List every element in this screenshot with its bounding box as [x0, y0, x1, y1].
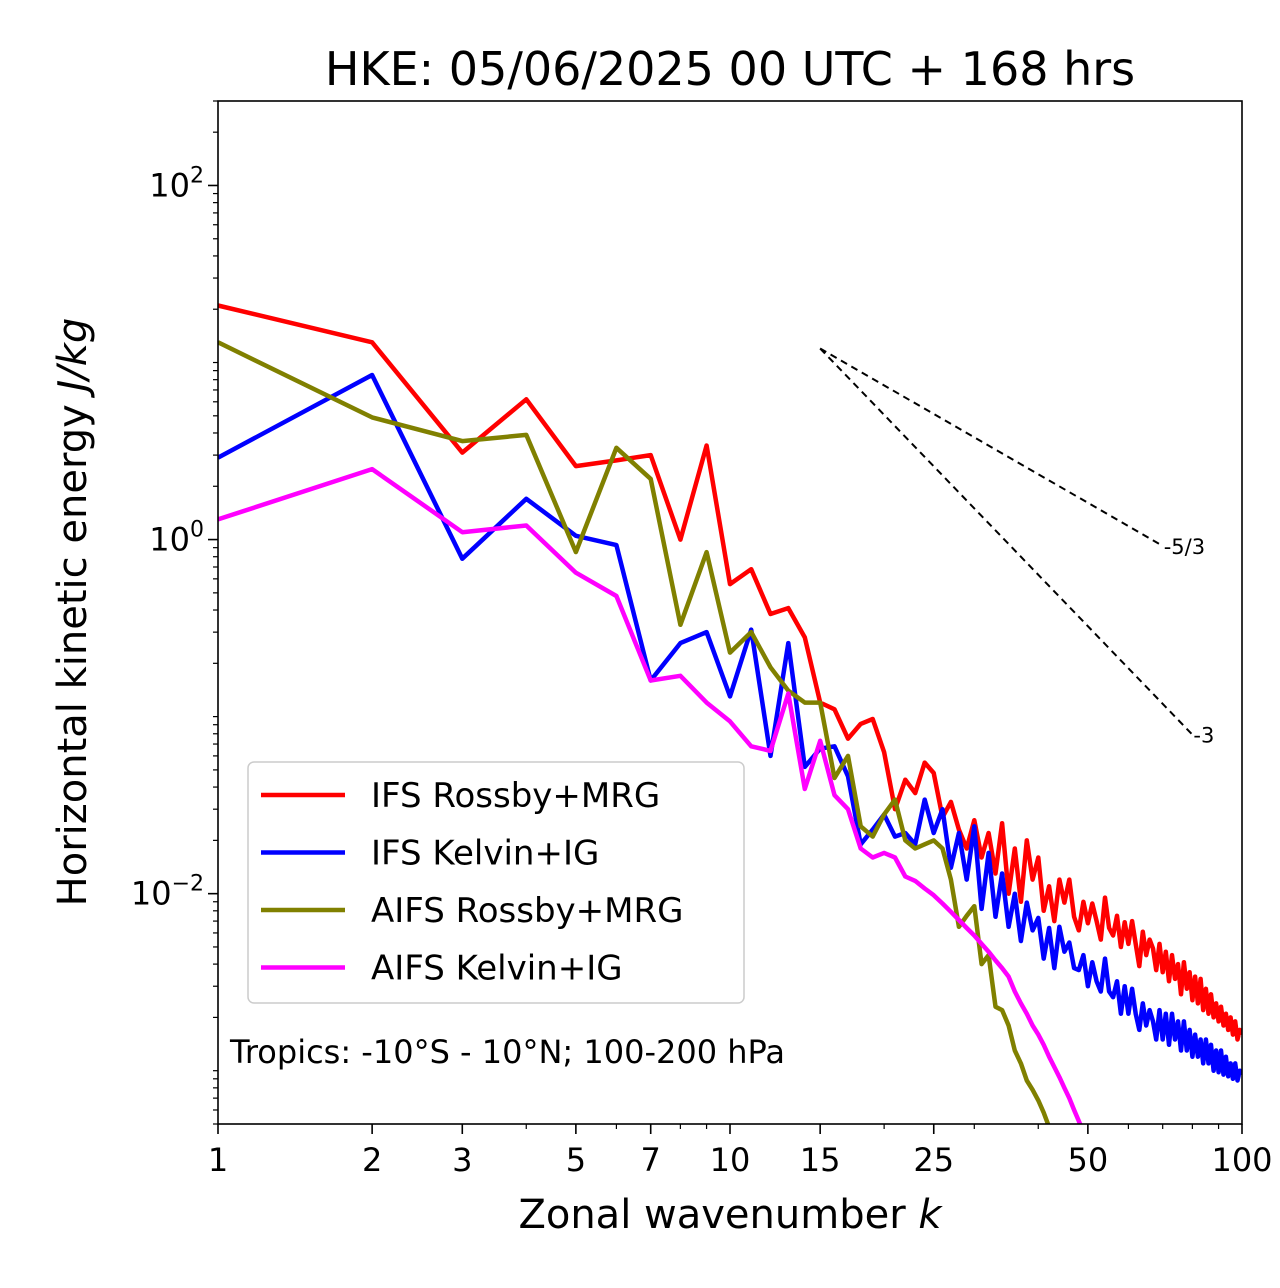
- slope-label-2: -3: [1193, 724, 1214, 748]
- series-line-4: [218, 466, 1083, 1124]
- x-axis-label-variable: k: [918, 1192, 943, 1238]
- x-tick-label: 25: [913, 1141, 954, 1179]
- series-line-1: [218, 303, 1242, 1042]
- chart-title: HKE: 05/06/2025 00 UTC + 168 hrs: [325, 42, 1135, 96]
- x-tick-label: 50: [1068, 1141, 1109, 1179]
- series-line-2: [218, 372, 1242, 1083]
- y-tick-label: 100: [149, 518, 204, 559]
- x-tick-label: 2: [362, 1141, 382, 1179]
- series-layer: [218, 303, 1242, 1124]
- slope-label-1: -5/3: [1164, 535, 1205, 559]
- slope-reference-lines: -5/3 -3: [819, 347, 1214, 748]
- y-axis-label-unit: J/kg: [50, 318, 96, 399]
- region-annotation: Tropics: -10°S - 10°N; 100-200 hPa: [229, 1033, 785, 1071]
- legend-label-2: IFS Kelvin+IG: [371, 834, 599, 874]
- x-tick-label: 15: [800, 1141, 841, 1179]
- x-tick-label: 1: [208, 1141, 228, 1179]
- legend-label-1: IFS Rossby+MRG: [371, 776, 660, 816]
- series-line-3: [218, 340, 1051, 1124]
- axis-ticks: 1 2 3 5 7 10 15 25 50 100 10−2 100 102: [131, 100, 1273, 1179]
- x-tick-label: 100: [1211, 1141, 1272, 1179]
- legend-label-3: AIFS Rossby+MRG: [371, 891, 683, 931]
- y-tick-label: 10−2: [131, 872, 204, 913]
- x-tick-label: 3: [452, 1141, 472, 1179]
- legend: IFS Rossby+MRG IFS Kelvin+IG AIFS Rossby+M…: [247, 761, 745, 1004]
- legend-frame: [247, 761, 745, 1004]
- x-axis-label-text: Zonal wavenumber: [518, 1192, 906, 1238]
- slope-line-1: [819, 347, 1164, 547]
- x-tick-label: 7: [641, 1141, 661, 1179]
- x-axis-label: Zonal wavenumber k: [518, 1192, 943, 1238]
- x-tick-label: 5: [566, 1141, 586, 1179]
- legend-items: IFS Rossby+MRG IFS Kelvin+IG AIFS Rossby+M…: [261, 776, 683, 989]
- y-axis-label-text: Horizontal kinetic energy: [50, 404, 96, 906]
- y-tick-label: 102: [149, 163, 204, 204]
- legend-label-4: AIFS Kelvin+IG: [371, 949, 623, 989]
- x-tick-label: 10: [710, 1141, 751, 1179]
- y-axis-label: Horizontal kinetic energy J/kg: [50, 318, 96, 907]
- slope-line-2: [819, 347, 1194, 736]
